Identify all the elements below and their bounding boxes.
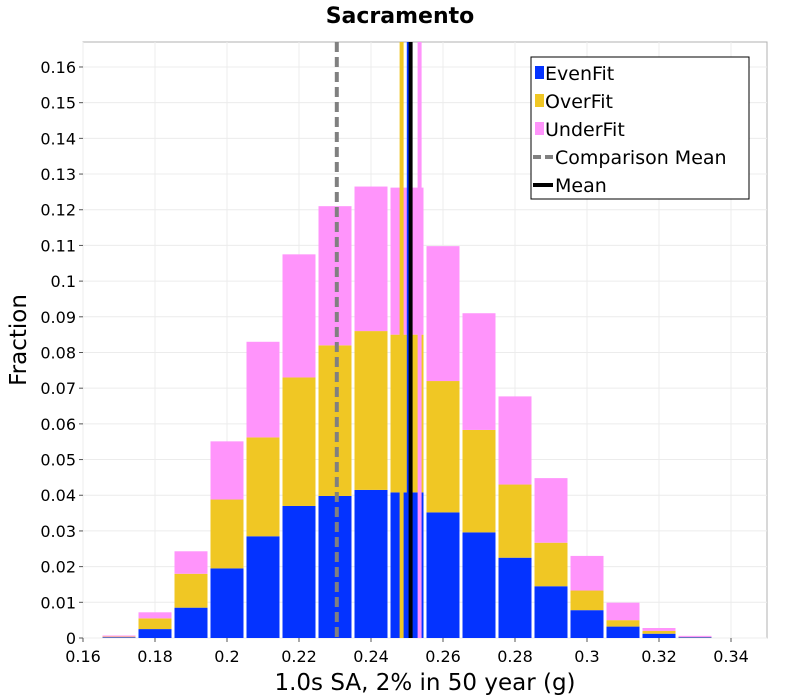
bar-underfit [102,635,136,637]
bar-underfit [570,555,604,591]
bar-underfit [606,602,640,621]
legend-swatch-evenfit [535,66,544,79]
bar-overfit [642,630,676,634]
bar-underfit [678,635,712,637]
x-tick-label: 0.2 [214,647,239,666]
y-tick-label: 0.11 [40,236,76,255]
x-tick-label: 0.16 [65,647,101,666]
bar-evenfit [678,637,712,638]
bar-overfit [498,484,532,558]
bar-underfit [210,441,244,500]
y-tick-label: 0.14 [40,129,76,148]
x-tick-label: 0.32 [641,647,677,666]
y-tick-label: 0.16 [40,58,76,77]
bar-underfit [462,313,496,430]
bar-underfit [498,396,532,485]
x-tick-label: 0.18 [137,647,173,666]
bar-overfit [102,636,136,638]
legend-label-underfit: UnderFit [545,119,625,141]
y-tick-label: 0.01 [40,593,76,612]
bar-underfit [174,551,208,574]
bar-overfit [354,331,388,490]
bar-evenfit [426,512,460,638]
legend-box [530,56,750,200]
bar-overfit [282,377,316,506]
y-tick-label: 0.05 [40,451,76,470]
bar-overfit [426,381,460,513]
bar-evenfit [606,626,640,638]
bar-underfit [426,246,460,382]
x-tick-label: 0.22 [281,647,317,666]
y-tick-label: 0.13 [40,165,76,184]
y-axis-label: Fraction [6,294,32,386]
bar-overfit [138,618,172,630]
legend-label-comparison-mean: Comparison Mean [555,147,727,169]
bar-overfit [534,542,568,587]
x-tick-label: 0.28 [497,647,533,666]
bar-evenfit [282,505,316,638]
bar-overfit [174,573,208,608]
legend-swatch-underfit [535,122,544,135]
y-tick-label: 0.02 [40,558,76,577]
bar-evenfit [174,607,208,638]
bar-evenfit [534,586,568,638]
bar-underfit [246,341,280,438]
chart-title: Sacramento [326,4,475,29]
bar-overfit [210,499,244,569]
y-tick-label: 0.07 [40,379,76,398]
y-tick-label: 0.06 [40,415,76,434]
y-tick-label: 0.12 [40,201,76,220]
bar-underfit [138,612,172,619]
bar-evenfit [570,610,604,638]
bar-evenfit [498,557,532,638]
y-tick-label: 0.09 [40,308,76,327]
y-tick-label: 0.03 [40,522,76,541]
legend-label-evenfit: EvenFit [545,63,614,85]
bar-evenfit [210,568,244,638]
bar-overfit [606,620,640,627]
bar-evenfit [138,629,172,638]
legend-swatch-overfit [535,94,544,107]
bar-overfit [570,590,604,611]
bar-evenfit [246,536,280,638]
y-tick-label: 0.04 [40,486,76,505]
bar-evenfit [354,489,388,638]
y-tick-label: 0 [66,629,76,648]
x-tick-label: 0.24 [353,647,389,666]
x-tick-label: 0.26 [425,647,461,666]
legend-label-overfit: OverFit [545,91,613,113]
mean-lines [334,42,422,638]
x-tick-label: 0.3 [574,647,599,666]
y-tick-label: 0.15 [40,94,76,113]
x-tick-label: 0.34 [713,647,749,666]
x-axis-label: 1.0s SA, 2% in 50 year (g) [274,670,575,696]
bar-underfit [354,186,388,332]
bar-underfit [534,478,568,543]
legend-label-mean: Mean [555,175,607,197]
bar-overfit [246,437,280,537]
bar-evenfit [642,633,676,638]
y-tick-label: 0.08 [40,343,76,362]
legend: EvenFit OverFit UnderFit Comparison Mean Mea… [530,56,750,200]
x-axis-ticks: 0.16 0.18 0.2 0.22 0.24 0.26 0.28 0.3 0.32 0.34 [65,638,749,666]
bar-underfit [282,254,316,378]
y-tick-label: 0.1 [51,272,76,291]
bar-underfit [642,628,676,631]
bar-evenfit [102,637,136,638]
bar-evenfit [462,532,496,638]
y-axis-ticks: 0 0.01 0.02 0.03 0.04 0.05 0.06 0.07 0.08 0.09 0.1… [40,58,83,648]
bar-overfit [462,429,496,533]
